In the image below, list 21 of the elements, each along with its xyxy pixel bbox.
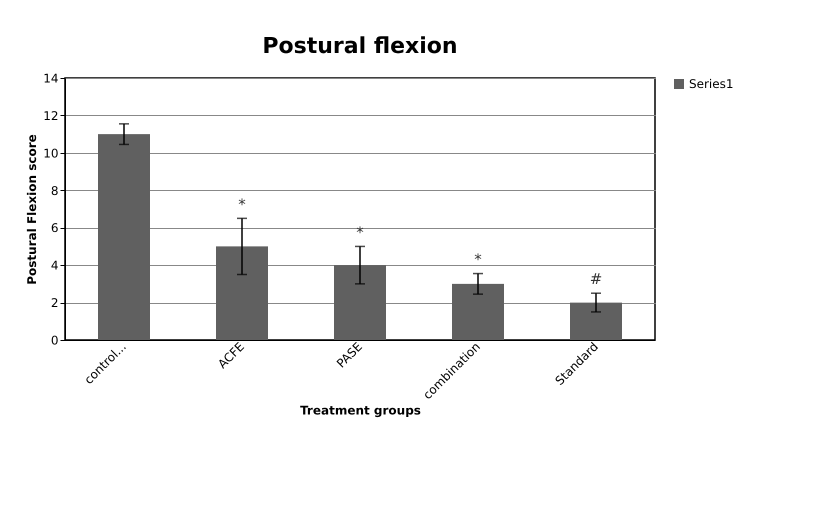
y-tick-label: 4 bbox=[50, 258, 58, 273]
legend-label: Series1 bbox=[689, 77, 734, 91]
y-tick-label: 2 bbox=[50, 296, 58, 310]
y-axis-title: Postural Flexion score bbox=[25, 134, 40, 285]
annotation: * bbox=[238, 195, 246, 214]
y-tick-label: 6 bbox=[50, 221, 58, 236]
bar bbox=[98, 134, 150, 340]
bar bbox=[216, 246, 268, 340]
bar bbox=[452, 284, 504, 340]
x-axis-title: Treatment groups bbox=[300, 403, 421, 418]
chart-title: Postural flexion bbox=[262, 34, 458, 59]
y-tick-label: 0 bbox=[50, 334, 58, 348]
y-tick-label: 12 bbox=[43, 108, 58, 123]
annotation: * bbox=[356, 223, 364, 242]
annotation: # bbox=[590, 270, 602, 288]
y-tick-label: 14 bbox=[43, 72, 58, 86]
annotation: * bbox=[474, 250, 482, 269]
bar bbox=[334, 265, 386, 340]
bar bbox=[570, 302, 622, 340]
y-tick-label: 10 bbox=[43, 146, 58, 160]
y-tick-label: 8 bbox=[50, 184, 58, 198]
